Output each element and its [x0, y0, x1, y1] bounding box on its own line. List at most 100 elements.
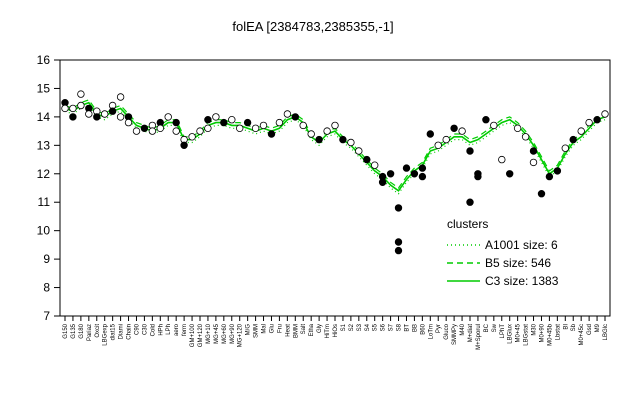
x-tick-label: Sw [492, 323, 498, 332]
x-tick-label: S2 [349, 323, 355, 331]
x-tick-label: Gluco [444, 323, 450, 339]
data-point [156, 124, 164, 132]
data-point [458, 127, 466, 135]
data-point [235, 124, 244, 132]
data-point [529, 158, 538, 167]
y-tick-label: 13 [37, 138, 51, 152]
data-point [466, 198, 474, 206]
data-point [77, 90, 85, 98]
x-tick-label: Sb [571, 323, 577, 331]
data-point [204, 115, 212, 124]
x-tick-label: C30 [142, 323, 148, 335]
plot-area [59, 59, 611, 317]
data-point [521, 133, 530, 141]
x-tick-label: Glu [269, 324, 275, 333]
data-point [569, 135, 577, 144]
x-tick-label: LBGlc [603, 324, 609, 340]
x-tick-label: Heat [285, 324, 291, 337]
x-tick-label: G180 [79, 323, 85, 338]
data-point [132, 127, 141, 135]
x-tick-label: MG+120 [238, 323, 244, 347]
x-tick-label: LBGlux [508, 324, 514, 344]
data-point [363, 155, 371, 164]
x-tick-label: HiTm [325, 324, 331, 338]
data-point [69, 104, 77, 113]
data-point [275, 118, 284, 127]
x-tick-label: Lbstat [555, 324, 561, 341]
data-point [85, 110, 93, 118]
data-point [537, 189, 546, 198]
data-point [124, 118, 133, 127]
x-tick-label: S4 [365, 323, 371, 331]
x-tick-label: LBGstat [524, 324, 530, 346]
y-tick-label: 10 [37, 224, 51, 238]
x-tick-label: Pariaz [87, 324, 93, 341]
y-tick-label: 12 [37, 167, 51, 181]
x-tick-label: GM+120 [198, 323, 204, 347]
data-point [93, 113, 101, 121]
x-tick-label: LoTm [428, 324, 434, 339]
data-point [243, 118, 252, 127]
data-point [228, 115, 236, 124]
x-tick-label: G150 [63, 323, 69, 338]
x-tick-label: M40 [460, 323, 466, 335]
series-line-solid [64, 101, 606, 192]
x-tick-label: BI [563, 324, 569, 330]
legend-label-c3: C3 size: 1383 [485, 274, 559, 288]
data-point [116, 93, 125, 101]
data-point [426, 130, 434, 138]
data-point [267, 130, 276, 138]
x-tick-label: aero [174, 323, 180, 336]
data-point [172, 127, 180, 135]
chart-title: folEA [2384783,2385355,-1] [232, 19, 393, 34]
data-point [355, 147, 363, 155]
x-tick-label: BMM [293, 324, 299, 338]
x-tick-label: S6 [381, 323, 387, 331]
data-point [259, 121, 268, 130]
x-tick-label: G135 [71, 323, 77, 338]
x-tick-label: Cold [150, 324, 156, 336]
data-point [315, 135, 323, 144]
data-point [371, 161, 379, 169]
y-tick-label: 7 [43, 309, 50, 323]
x-tick-label: M0+45 [516, 323, 522, 342]
x-tick-label: MG+10 [206, 323, 212, 344]
legend-label-a1001: A1001 size: 6 [485, 238, 558, 252]
data-point [164, 113, 172, 121]
data-point [108, 107, 117, 115]
x-tick-label: HPh [158, 324, 164, 336]
y-axis: 7 8 9 10 11 12 13 14 15 16 [37, 53, 60, 323]
data-point [577, 127, 585, 135]
x-tick-label: S3 [357, 323, 363, 331]
data-point [116, 113, 125, 121]
y-tick-label: 14 [37, 110, 51, 124]
data-point [561, 144, 569, 152]
data-point [506, 170, 514, 178]
data-point [204, 124, 212, 132]
data-point [450, 124, 458, 132]
y-tick-label: 9 [43, 252, 50, 266]
series-line-dashed [64, 99, 606, 189]
x-tick-label: MG+45 [214, 323, 220, 344]
x-tick-label: Gly [317, 324, 323, 333]
x-tick-label: LBGexp [103, 323, 109, 345]
data-point [77, 101, 85, 110]
x-tick-label: Salt [301, 324, 307, 335]
x-tick-label: MG+60 [222, 323, 228, 344]
x-tick-label: M+diat [468, 324, 474, 343]
data-point [513, 124, 522, 132]
x-tick-label: GM+100 [190, 323, 196, 347]
y-tick-label: 11 [38, 195, 51, 209]
data-point [593, 115, 601, 124]
x-tick-label: C90 [134, 323, 140, 335]
data-point [418, 172, 427, 181]
data-point [529, 147, 538, 155]
x-tick-label: Diami [119, 324, 125, 339]
data-point [220, 118, 228, 127]
data-point [180, 141, 188, 149]
series-line-dotted [64, 104, 606, 195]
x-tick-label: M0+90 [539, 323, 545, 342]
data-point [347, 138, 355, 147]
x-tick-label: S5 [373, 323, 379, 331]
x-tick-label: M0+45c [579, 324, 585, 346]
